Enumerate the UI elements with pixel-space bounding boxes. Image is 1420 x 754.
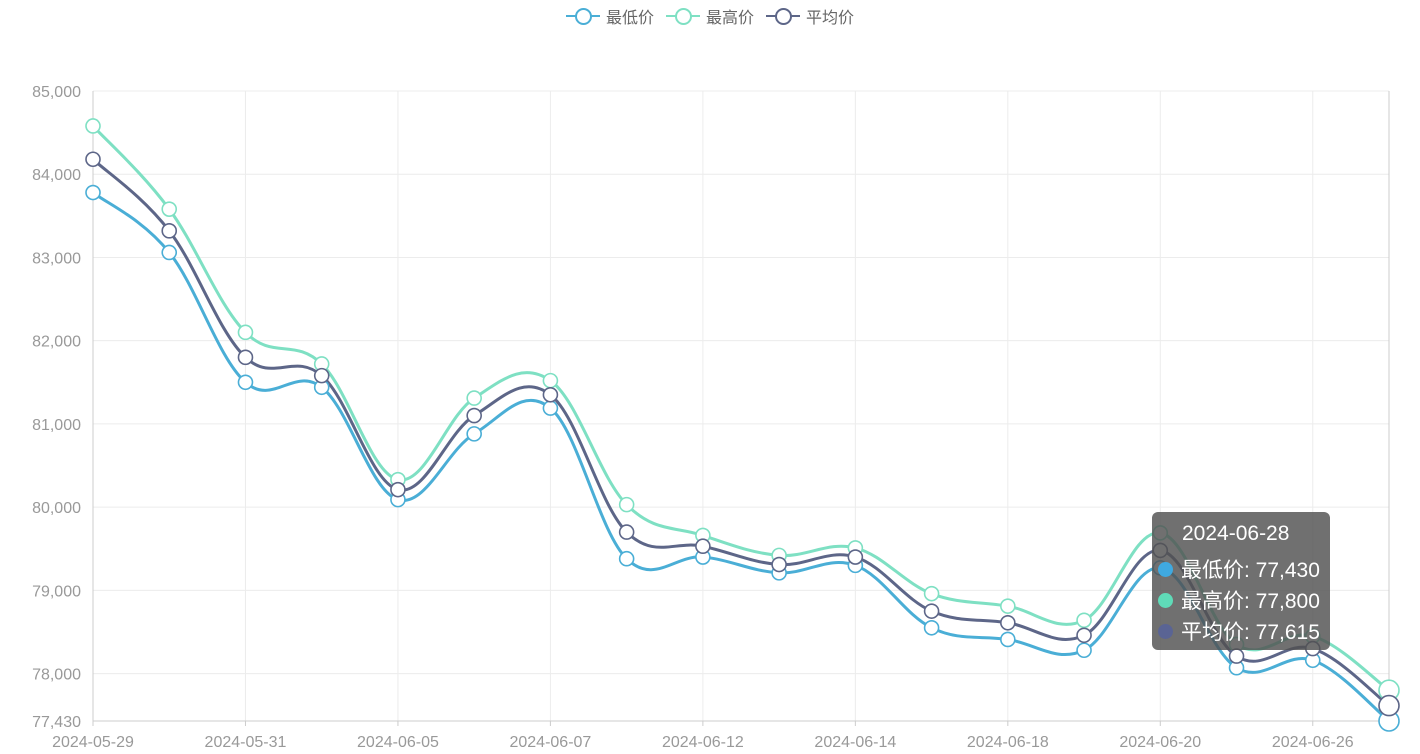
x-tick-label: 2024-06-07 [509,734,591,751]
data-point [618,524,635,540]
data-point [1076,642,1092,659]
data-point [618,550,635,567]
tooltip: 2024-06-28 最低价: 77,430 最高价: 77,800 平均价: … [1152,512,1330,650]
data-point [542,372,559,389]
data-point [1228,648,1245,664]
legend-swatch-icon [565,6,600,26]
tooltip-date: 2024-06-28 [1182,522,1290,545]
x-tick-label: 2024-05-31 [205,734,287,751]
data-point [923,603,940,619]
data-point [237,374,254,391]
legend-swatch-icon [766,6,800,26]
data-point [466,426,482,442]
legend-item[interactable]: 最低价 [565,4,654,28]
y-tick-label: 82,000 [32,334,81,351]
data-point [390,481,406,498]
legend-label: 最高价 [705,10,754,27]
data-point [161,244,178,261]
data-point [847,549,864,565]
x-tick-label: 2024-06-18 [967,734,1049,751]
tooltip-row-low: 最低价: 77,430 [1158,554,1320,584]
data-point [618,496,635,513]
data-point [85,184,101,201]
tooltip-text-avg: 平均价: 77,615 [1181,621,1320,644]
y-tick-label: 84,000 [32,167,81,184]
tooltip-row-avg: 平均价: 77,615 [1158,616,1320,646]
data-point [1076,612,1092,629]
data-point [237,349,254,366]
legend-label: 最低价 [605,10,654,27]
x-tick-label: 2024-05-29 [52,734,134,751]
data-point [1378,694,1400,717]
data-point [313,367,330,384]
y-tick-label: 79,000 [32,583,81,600]
y-tick-label: 80,000 [32,500,81,517]
tooltip-row-high: 最高价: 77,800 [1158,585,1320,615]
data-point [161,201,178,217]
y-tick-label: 83,000 [32,250,81,267]
data-point [923,619,940,636]
y-tick-label: 85,000 [32,84,81,101]
data-point [237,324,254,341]
tooltip-dot-high [1158,592,1173,608]
data-point [1076,627,1092,644]
x-tick-label: 2024-06-05 [357,734,439,751]
data-point [466,390,482,406]
data-point [923,585,940,602]
y-tick-label: 78,000 [32,667,81,684]
data-point [161,223,178,239]
legend-item[interactable]: 最高价 [665,4,754,28]
tooltip-text-low: 最低价: 77,430 [1181,559,1320,582]
legend-item[interactable]: 平均价 [766,4,854,28]
data-point [85,118,101,134]
tooltip-dot-avg [1158,623,1173,639]
data-point [85,151,101,168]
data-point [695,538,711,555]
data-point [1000,631,1016,648]
data-point [542,400,559,416]
x-tick-label: 2024-06-12 [662,734,744,751]
x-tick-label: 2024-06-20 [1119,734,1201,751]
legend-label: 平均价 [806,10,855,27]
data-point [1000,598,1016,614]
tooltip-text-high: 最高价: 77,800 [1181,590,1320,613]
x-tick-label: 2024-06-14 [814,734,896,751]
data-point [1000,614,1016,631]
legend-swatch-icon [665,6,700,26]
y-tick-label: 77,430 [32,714,81,731]
data-point [542,386,559,403]
tooltip-dot-low [1158,561,1173,577]
x-tick-label: 2024-06-26 [1272,734,1354,751]
y-tick-label: 81,000 [32,417,81,434]
data-point [771,556,787,573]
data-point [466,407,482,424]
legend: 最低价 最高价 平均价 [0,4,1420,31]
